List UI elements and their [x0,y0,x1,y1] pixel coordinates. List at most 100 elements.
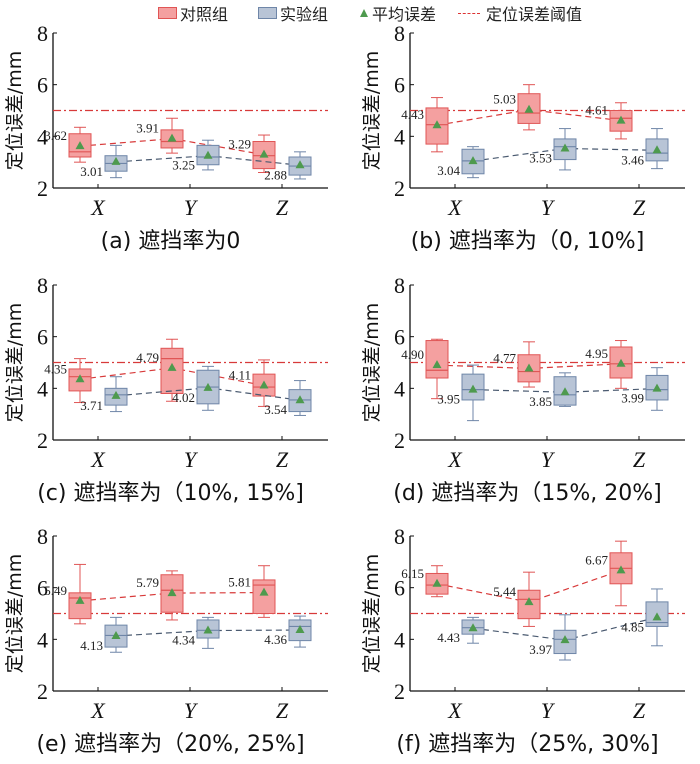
mean-value-label: 5.79 [136,575,159,590]
x-tick-label: X [447,447,463,472]
mean-value-label: 3.54 [264,402,287,417]
x-tick-label: Y [184,195,199,220]
mean-marker [652,612,662,621]
mean-value-label: 5.44 [493,584,516,599]
mean-marker [203,625,213,634]
mean-value-label: 3.99 [621,391,644,406]
y-tick-label: 2 [394,428,405,453]
mean-value-label: 4.43 [401,107,424,122]
mean-marker [524,597,534,606]
control-box: 5.81 [228,565,276,618]
mean-value-label: 4.34 [172,633,195,648]
mean-value-label: 5.49 [44,583,67,598]
experiment-box: 3.95 [437,364,485,422]
mean-value-label: 5.03 [493,92,516,107]
panel-b: 2 4 6 8 定位误差/mm X Y Z 4.43 5.03 4.61 3.04 3.53 3.46 (b… [361,21,685,254]
mean-marker [295,395,305,404]
panel-caption: (c) 遮挡率为（10%, 15%] [37,481,304,506]
mean-value-label: 3.53 [529,150,552,165]
mean-marker [468,623,478,632]
control-box: 4.79 [136,338,184,402]
mean-marker [75,141,85,150]
control-box: 4.11 [229,359,276,407]
control-box: 3.91 [136,117,184,154]
panel-e: 2 4 6 8 定位误差/mm X Y Z 5.49 5.79 5.81 4.13 4.34 4.36 (e… [4,524,328,757]
y-tick-label: 8 [394,273,405,298]
mean-marker [616,358,626,367]
mean-value-label: 4.13 [80,638,103,653]
control-box: 4.35 [44,358,92,404]
panel-a: 2 4 6 8 定位误差/mm X Y Z 3.62 3.91 3.29 3.01 3.25 2.88 (a… [4,21,328,254]
x-tick-label: Y [184,447,199,472]
legend-item-control: 对照组 [158,1,228,25]
mean-value-label: 4.77 [493,350,516,365]
x-tick-label: X [447,698,463,723]
mean-value-label: 3.25 [172,158,195,173]
mean-marker [259,587,269,596]
x-tick-label: Z [633,698,646,723]
mean-marker [560,635,570,644]
experiment-box: 3.71 [80,376,128,413]
mean-marker [295,160,305,169]
mean-value-label: 4.90 [401,347,424,362]
legend-item-mean: 平均误差 [360,1,436,25]
mean-marker [560,143,570,152]
y-tick-label: 6 [394,73,405,98]
mean-marker [524,104,534,113]
legend-label-mean: 平均误差 [372,5,437,24]
mean-marker [167,362,177,371]
mean-value-label: 4.43 [437,630,460,645]
x-tick-label: Z [276,195,289,220]
mean-value-label: 3.91 [136,121,159,136]
y-tick-label: 4 [37,376,48,401]
mean-marker [167,588,177,597]
y-tick-label: 2 [394,176,405,201]
experiment-box: 2.88 [264,151,312,182]
y-tick-label: 4 [394,124,405,149]
mean-value-label: 4.35 [44,361,67,376]
x-tick-label: Y [541,447,556,472]
legend-item-experiment: 实验组 [258,1,328,25]
experiment-box: 3.54 [264,380,312,417]
control-box: 4.43 [401,97,449,153]
control-box: 5.03 [493,84,541,131]
x-tick-label: Z [633,195,646,220]
x-tick-label: X [90,447,106,472]
mean-marker [295,625,305,634]
mean-marker [524,363,534,372]
panel-caption: (f) 遮挡率为（25%, 30%] [396,732,658,757]
experiment-box: 3.25 [172,139,220,173]
y-tick-label: 6 [37,576,48,601]
mean-value-label: 3.62 [44,128,67,143]
mean-marker [432,360,442,369]
experiment-box: 3.99 [621,367,669,411]
y-tick-label: 2 [37,176,48,201]
panel-f: 2 4 6 8 定位误差/mm X Y Z 6.15 5.44 6.67 4.43 3.97 4.85 (f… [361,524,685,757]
experiment-box: 4.43 [437,616,485,645]
control-box: 5.44 [493,571,541,627]
experiment-box: 4.36 [264,615,312,648]
y-axis-label: 定位误差/mm [4,554,26,673]
mean-marker [167,133,177,142]
mean-marker [111,630,121,639]
experiment-box: 4.85 [621,588,669,647]
control-box: 3.62 [44,126,92,163]
mean-value-label: 3.71 [80,398,103,413]
legend: 对照组 实验组 平均误差 定位误差阈值 [0,0,700,25]
mean-value-label: 4.85 [621,619,644,634]
y-tick-label: 8 [37,273,48,298]
x-tick-label: X [90,195,106,220]
mean-value-label: 3.29 [228,137,251,152]
mean-marker [111,390,121,399]
mean-marker [652,145,662,154]
mean-marker [203,382,213,391]
mean-value-label: 4.02 [172,390,195,405]
y-tick-label: 8 [394,524,405,549]
y-axis-label: 定位误差/mm [4,51,26,170]
x-tick-label: Z [276,698,289,723]
mean-marker [259,149,269,158]
x-tick-label: X [90,698,106,723]
y-tick-label: 6 [394,576,405,601]
y-tick-label: 2 [37,679,48,704]
